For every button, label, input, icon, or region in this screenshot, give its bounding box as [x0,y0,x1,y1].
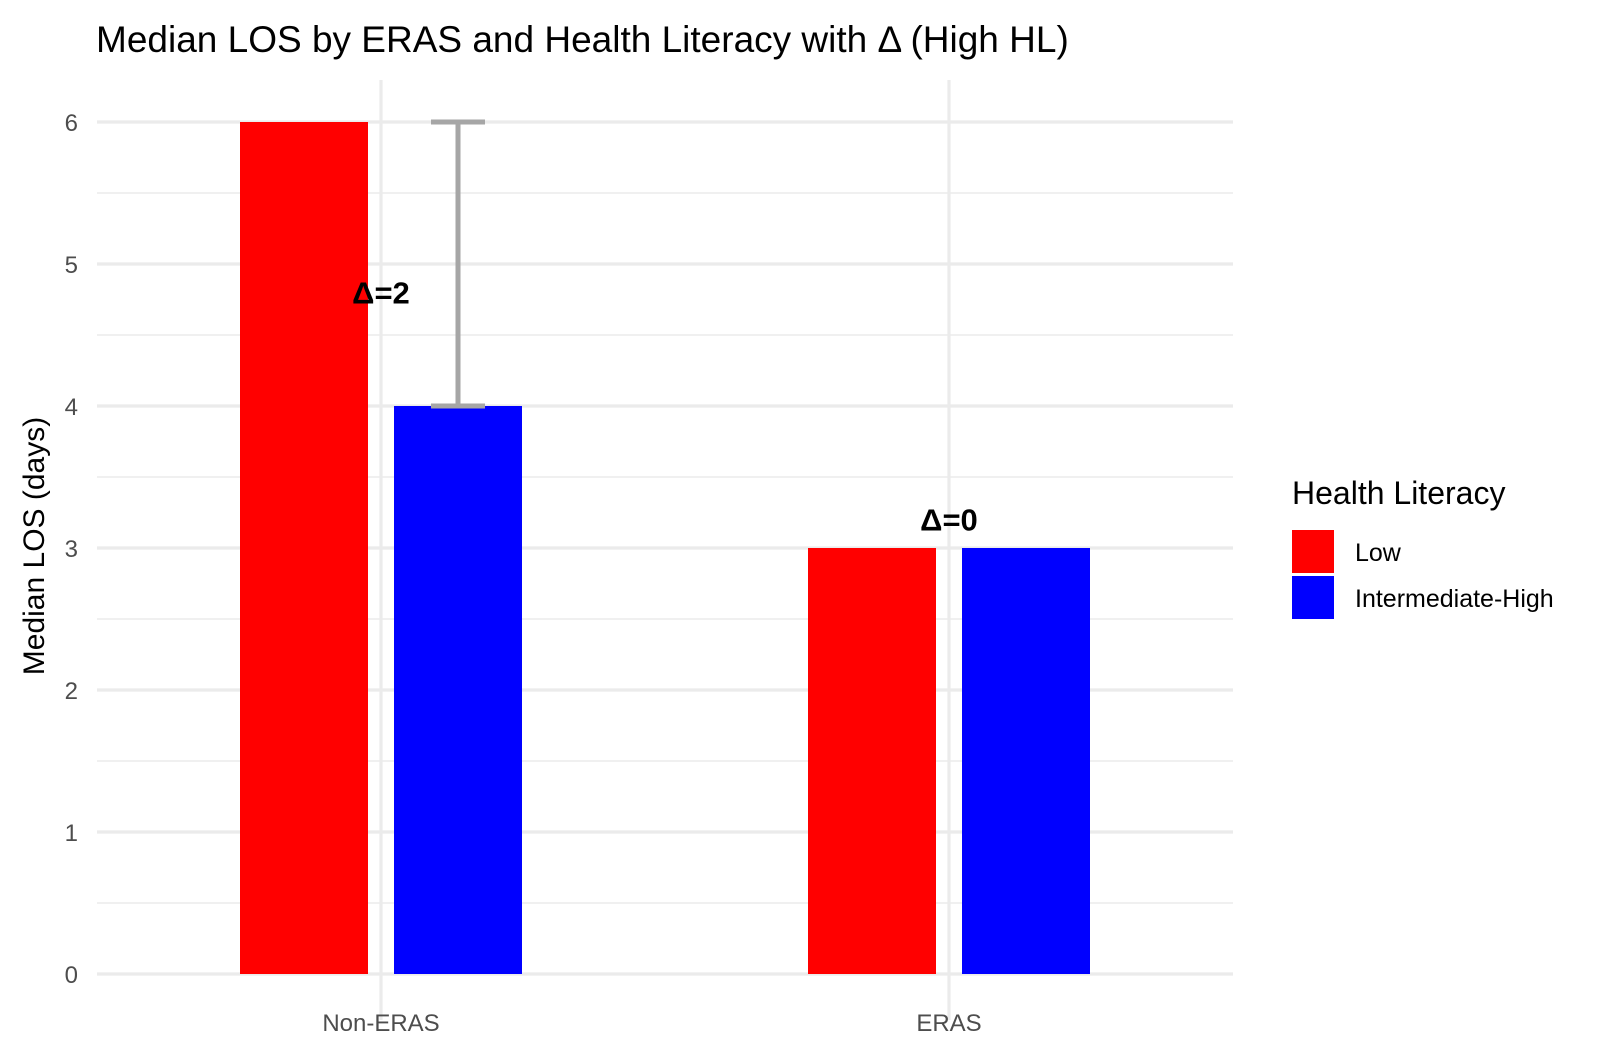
x-axis-ticks: Non-ERAS ERAS [322,1010,981,1037]
legend-label: Low [1355,539,1402,567]
x-tick-label: ERAS [916,1010,981,1037]
y-axis-ticks: 0 1 2 3 4 5 6 [65,110,78,989]
y-tick-label: 0 [65,962,78,989]
y-tick-label: 6 [65,110,78,137]
bar [394,406,522,974]
error-bars [431,119,485,409]
y-tick-label: 1 [65,820,78,847]
y-tick-label: 2 [65,678,78,705]
y-tick-label: 5 [65,252,78,279]
delta-annotation: Δ=0 [920,503,978,538]
bar [240,122,368,974]
legend: Health Literacy Low Intermediate-High [1292,475,1554,619]
bar [808,548,936,974]
legend-swatch [1292,530,1334,573]
bar [962,548,1090,974]
annotations: Δ=2 Δ=0 [352,275,978,537]
legend-label: Intermediate-High [1355,585,1554,613]
x-tick-label: Non-ERAS [322,1010,439,1037]
error-bar [431,119,485,409]
legend-items: Low Intermediate-High [1292,530,1554,619]
legend-swatch [1292,576,1334,619]
chart-title: Median LOS by ERAS and Health Literacy w… [96,19,1069,60]
bars [240,122,1090,974]
y-axis-title: Median LOS (days) [18,417,51,675]
delta-annotation: Δ=2 [352,275,410,310]
y-tick-label: 4 [65,394,78,421]
y-tick-label: 3 [65,536,78,563]
legend-title: Health Literacy [1292,475,1505,511]
